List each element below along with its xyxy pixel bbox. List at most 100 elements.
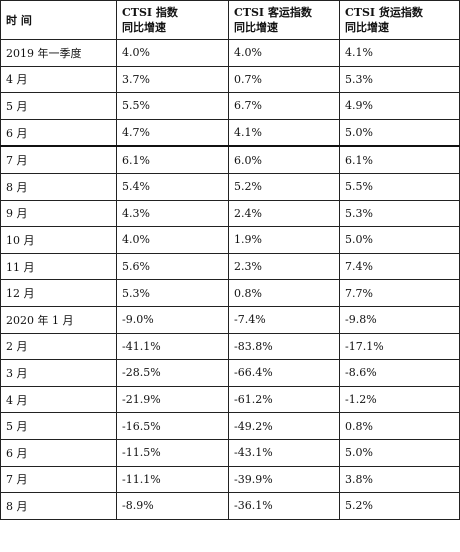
header-ctsi-passenger: CTSI 客运指数 同比增速: [228, 0, 340, 40]
ctsi-freight-cell: 7.4%: [339, 252, 460, 281]
header-ctsi-index-line2: 同比增速: [122, 21, 166, 34]
ctsi-passenger-cell: 4.1%: [228, 118, 340, 148]
period-cell: 8 月: [0, 492, 117, 520]
ctsi-index-cell: -28.5%: [116, 359, 229, 387]
ctsi-passenger-cell: -43.1%: [228, 438, 340, 467]
table-row: 7 月 -11.1% -39.9% 3.8%: [0, 465, 460, 494]
ctsi-freight-cell: 4.1%: [339, 39, 460, 67]
ctsi-passenger-cell: 2.4%: [228, 199, 340, 228]
ctsi-index-cell: 5.4%: [116, 172, 229, 201]
ctsi-index-cell: 5.5%: [116, 92, 229, 120]
header-ctsi-passenger-line1: CTSI 客运指数: [234, 6, 312, 19]
table-row: 8 月 5.4% 5.2% 5.5%: [0, 172, 460, 201]
table-row: 5 月 -16.5% -49.2% 0.8%: [0, 412, 460, 440]
table-row: 2020 年 1 月 -9.0% -7.4% -9.8%: [0, 305, 460, 334]
header-ctsi-index-line1: CTSI 指数: [122, 6, 178, 19]
table-row: 2 月 -41.1% -83.8% -17.1%: [0, 332, 460, 361]
ctsi-index-cell: -8.9%: [116, 492, 229, 520]
ctsi-freight-cell: 5.5%: [339, 172, 460, 201]
ctsi-freight-cell: -8.6%: [339, 359, 460, 387]
period-cell: 5 月: [0, 412, 117, 440]
ctsi-freight-cell: -1.2%: [339, 385, 460, 414]
table-row: 5 月 5.5% 6.7% 4.9%: [0, 92, 460, 120]
ctsi-passenger-cell: 0.7%: [228, 65, 340, 94]
ctsi-passenger-cell: 2.3%: [228, 252, 340, 281]
period-cell: 2019 年一季度: [0, 39, 117, 67]
period-cell: 6 月: [0, 438, 117, 467]
header-ctsi-passenger-line2: 同比增速: [234, 21, 278, 34]
ctsi-passenger-cell: -49.2%: [228, 412, 340, 440]
ctsi-freight-cell: 5.3%: [339, 65, 460, 94]
ctsi-index-cell: 5.3%: [116, 279, 229, 307]
ctsi-freight-cell: 5.0%: [339, 118, 460, 148]
header-row: 时 间 CTSI 指数 同比增速 CTSI 客运指数 同比增速 CTSI 货运指…: [0, 0, 460, 40]
table-row: 7 月 6.1% 6.0% 6.1%: [0, 145, 460, 174]
ctsi-index-cell: -11.1%: [116, 465, 229, 494]
period-cell: 2020 年 1 月: [0, 305, 117, 334]
header-ctsi-freight-line2: 同比增速: [345, 21, 389, 34]
period-cell: 6 月: [0, 118, 117, 148]
growth-table: 时 间 CTSI 指数 同比增速 CTSI 客运指数 同比增速 CTSI 货运指…: [0, 0, 460, 520]
ctsi-passenger-cell: -83.8%: [228, 332, 340, 361]
period-cell: 11 月: [0, 252, 117, 281]
ctsi-index-cell: -11.5%: [116, 438, 229, 467]
ctsi-index-cell: 5.6%: [116, 252, 229, 281]
table-row: 4 月 3.7% 0.7% 5.3%: [0, 65, 460, 94]
ctsi-passenger-cell: -61.2%: [228, 385, 340, 414]
ctsi-index-cell: 4.7%: [116, 118, 229, 148]
table-row: 3 月 -28.5% -66.4% -8.6%: [0, 359, 460, 387]
ctsi-index-cell: 4.0%: [116, 226, 229, 254]
ctsi-passenger-cell: 0.8%: [228, 279, 340, 307]
ctsi-freight-cell: -9.8%: [339, 305, 460, 334]
table-row: 8 月 -8.9% -36.1% 5.2%: [0, 492, 460, 520]
period-cell: 4 月: [0, 65, 117, 94]
header-time: 时 间: [0, 0, 117, 40]
table-row: 4 月 -21.9% -61.2% -1.2%: [0, 385, 460, 414]
ctsi-passenger-cell: 1.9%: [228, 226, 340, 254]
ctsi-passenger-cell: 4.0%: [228, 39, 340, 67]
ctsi-freight-cell: 3.8%: [339, 465, 460, 494]
ctsi-freight-cell: 4.9%: [339, 92, 460, 120]
ctsi-freight-cell: -17.1%: [339, 332, 460, 361]
ctsi-index-cell: 3.7%: [116, 65, 229, 94]
period-cell: 8 月: [0, 172, 117, 201]
period-cell: 3 月: [0, 359, 117, 387]
ctsi-freight-cell: 5.0%: [339, 226, 460, 254]
ctsi-freight-cell: 7.7%: [339, 279, 460, 307]
header-ctsi-freight-line1: CTSI 货运指数: [345, 6, 423, 19]
ctsi-index-cell: 4.3%: [116, 199, 229, 228]
ctsi-index-cell: 4.0%: [116, 39, 229, 67]
ctsi-index-cell: -21.9%: [116, 385, 229, 414]
ctsi-freight-cell: 5.0%: [339, 438, 460, 467]
ctsi-passenger-cell: -36.1%: [228, 492, 340, 520]
header-ctsi-index: CTSI 指数 同比增速: [116, 0, 229, 40]
ctsi-freight-cell: 0.8%: [339, 412, 460, 440]
table-row: 9 月 4.3% 2.4% 5.3%: [0, 199, 460, 228]
period-cell: 7 月: [0, 145, 117, 174]
ctsi-passenger-cell: 5.2%: [228, 172, 340, 201]
table-header: 时 间 CTSI 指数 同比增速 CTSI 客运指数 同比增速 CTSI 货运指…: [0, 0, 460, 40]
period-cell: 12 月: [0, 279, 117, 307]
ctsi-passenger-cell: 6.7%: [228, 92, 340, 120]
period-cell: 4 月: [0, 385, 117, 414]
ctsi-passenger-cell: -39.9%: [228, 465, 340, 494]
table-row: 11 月 5.6% 2.3% 7.4%: [0, 252, 460, 281]
ctsi-passenger-cell: 6.0%: [228, 145, 340, 174]
ctsi-freight-cell: 5.3%: [339, 199, 460, 228]
ctsi-passenger-cell: -7.4%: [228, 305, 340, 334]
table-row: 10 月 4.0% 1.9% 5.0%: [0, 226, 460, 254]
ctsi-index-cell: -16.5%: [116, 412, 229, 440]
ctsi-index-cell: -41.1%: [116, 332, 229, 361]
period-cell: 7 月: [0, 465, 117, 494]
table-row: 12 月 5.3% 0.8% 7.7%: [0, 279, 460, 307]
header-time-label: 时 间: [6, 13, 32, 27]
ctsi-index-cell: -9.0%: [116, 305, 229, 334]
ctsi-passenger-cell: -66.4%: [228, 359, 340, 387]
period-cell: 2 月: [0, 332, 117, 361]
table-row: 6 月 -11.5% -43.1% 5.0%: [0, 438, 460, 467]
period-cell: 10 月: [0, 226, 117, 254]
period-cell: 9 月: [0, 199, 117, 228]
header-ctsi-freight: CTSI 货运指数 同比增速: [339, 0, 460, 40]
table-row: 2019 年一季度 4.0% 4.0% 4.1%: [0, 39, 460, 67]
